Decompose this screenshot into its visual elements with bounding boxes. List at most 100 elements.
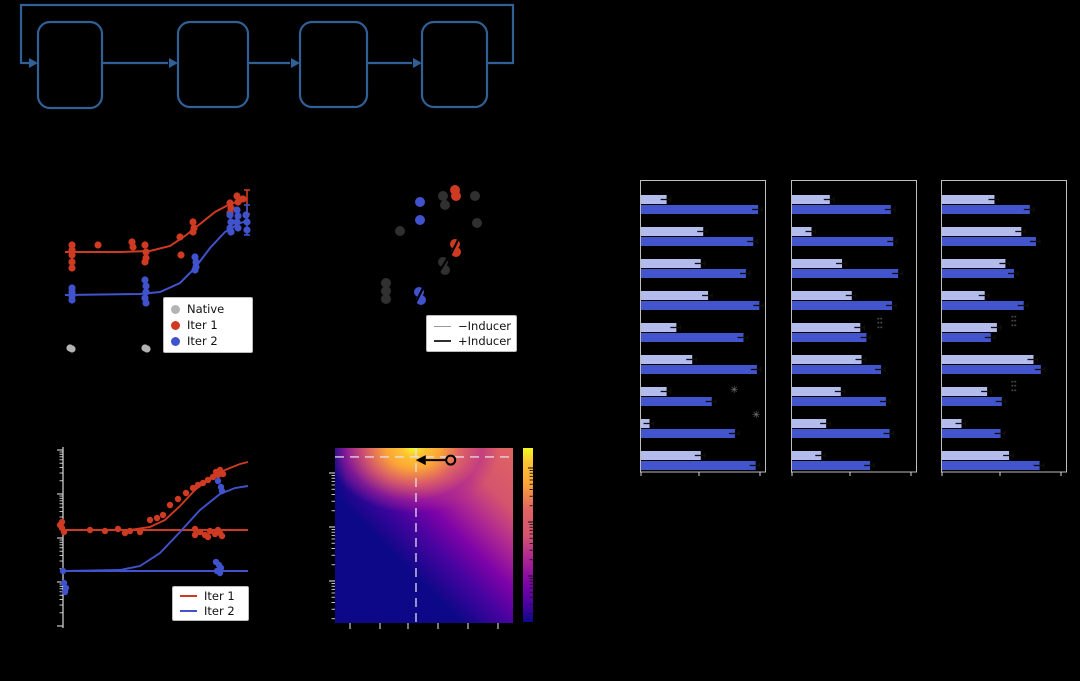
bar-dark xyxy=(942,365,1041,374)
data-point-dark xyxy=(470,191,480,201)
inducer-scatter-plot xyxy=(381,185,482,305)
connector-slash xyxy=(415,285,425,303)
fit-curve-Iter 2 xyxy=(64,485,249,572)
data-point-Iter 2 xyxy=(233,206,241,214)
legend-label-iter1: Iter 1 xyxy=(187,318,218,332)
flow-box-2 xyxy=(176,20,250,109)
heatmap-panel xyxy=(335,448,513,623)
legend-label-plus-inducer: +Inducer xyxy=(458,334,512,348)
bar-light xyxy=(792,259,843,268)
data-point-Iter 1 xyxy=(142,248,150,256)
bar-light xyxy=(641,259,701,268)
bar-light xyxy=(942,291,985,300)
minus-inducer-line-swatch xyxy=(434,325,451,327)
data-point-Iter 1 xyxy=(206,527,214,535)
bar-dark xyxy=(792,333,867,342)
bar-dark xyxy=(942,429,1001,438)
significance-marker: ✳✳ ✳✳ ✳✳ xyxy=(877,317,883,329)
legend-row-bl-iter2: Iter 2 xyxy=(180,604,241,618)
data-point-Iter 1 xyxy=(233,192,241,200)
iter1-dot-swatch xyxy=(171,320,180,330)
bar-dark xyxy=(942,205,1030,214)
data-point-Iter 1 xyxy=(182,489,190,497)
data-point-Native xyxy=(143,345,151,353)
legend-row-minus-inducer: −Inducer xyxy=(434,319,511,333)
data-point-Iter 2 xyxy=(218,487,226,495)
bar-light xyxy=(792,195,830,204)
connector-slash xyxy=(438,255,450,273)
legend-row-native: Native xyxy=(171,302,245,316)
bar-dark xyxy=(641,269,746,278)
bar-dark xyxy=(792,269,899,278)
bar-dark xyxy=(641,461,756,470)
fit-curve-Iter 1 xyxy=(65,461,249,531)
data-point-Iter 2 xyxy=(59,567,67,575)
bar-light xyxy=(942,323,997,332)
bar-dark xyxy=(942,301,1024,310)
legend-row-iter2: Iter 2 xyxy=(171,334,245,348)
plot-frame xyxy=(941,180,1067,473)
data-point-Iter 1 xyxy=(194,481,202,489)
legend-label-native: Native xyxy=(187,302,225,316)
bar-dark xyxy=(792,365,882,374)
shift-arrow-tail-circle xyxy=(445,454,457,466)
bar-light xyxy=(942,419,962,428)
bar-chart-3: ✳✳ ✳✳ ✳✳ ✳✳ ✳✳ ✳✳ xyxy=(941,180,1067,476)
bar-dark xyxy=(942,269,1014,278)
bar-light xyxy=(942,355,1034,364)
bar-dark xyxy=(792,429,890,438)
dose-response-top-legend: Native Iter 1 Iter 2 xyxy=(163,297,253,353)
flow-arrowhead-2 xyxy=(169,58,178,68)
data-point-Iter 1 xyxy=(141,258,149,266)
data-point-red xyxy=(451,191,461,201)
bar-dark xyxy=(792,205,891,214)
bar-dark xyxy=(641,365,757,374)
bar-light xyxy=(641,195,667,204)
data-point-Iter 1 xyxy=(239,195,247,203)
dose-response-bottom-plot xyxy=(56,447,249,628)
data-point-Iter 2 xyxy=(226,211,234,219)
bar-chart-1: ✳✳ xyxy=(640,180,766,476)
data-point-blue xyxy=(415,215,425,225)
data-point-Iter 1 xyxy=(191,525,199,533)
native-dot-swatch xyxy=(171,304,180,314)
data-point-Iter 1 xyxy=(196,528,204,536)
bar-light xyxy=(792,227,812,236)
significance-marker: ✳✳ ✳✳ ✳✳ xyxy=(1011,315,1017,327)
bar-light xyxy=(942,227,1022,236)
data-point-Iter 1 xyxy=(94,241,102,249)
legend-row-bl-iter1: Iter 1 xyxy=(180,589,241,603)
data-point-Iter 1 xyxy=(68,251,76,259)
legend-row-iter1: Iter 1 xyxy=(171,318,245,332)
bar-dark xyxy=(641,429,735,438)
bar-dark xyxy=(641,301,760,310)
data-point-Iter 1 xyxy=(68,258,76,266)
significance-marker: ✳ xyxy=(752,410,760,421)
data-point-Iter 2 xyxy=(227,228,235,236)
bar-chart-2: ✳✳ ✳✳ ✳✳ xyxy=(791,180,917,476)
bar-light xyxy=(942,195,995,204)
flow-box-4 xyxy=(420,20,489,109)
bar-light xyxy=(792,451,822,460)
bar-dark xyxy=(792,461,871,470)
iter1-line-swatch xyxy=(180,595,197,598)
data-point-Iter 1 xyxy=(218,532,226,540)
flow-box-3 xyxy=(298,20,369,109)
data-point-Iter 1 xyxy=(101,527,109,535)
legend-label-bl-iter2: Iter 2 xyxy=(204,603,235,618)
data-point-Iter 1 xyxy=(153,514,161,522)
data-point-Iter 1 xyxy=(166,501,174,509)
data-point-Iter 2 xyxy=(234,224,242,232)
connector-slash xyxy=(450,237,460,255)
bar-light xyxy=(792,419,827,428)
legend-label-bl-iter1: Iter 1 xyxy=(204,589,235,604)
data-point-Iter 1 xyxy=(60,528,68,536)
data-point-Iter 1 xyxy=(204,533,212,541)
bar-light xyxy=(641,291,709,300)
data-point-dark xyxy=(381,286,391,296)
fit-curve-Iter 2 xyxy=(64,220,247,296)
data-point-Iter 2 xyxy=(142,288,150,296)
data-point-Iter 1 xyxy=(191,531,199,539)
data-point-Iter 1 xyxy=(174,495,182,503)
data-point-Iter 2 xyxy=(216,569,224,577)
